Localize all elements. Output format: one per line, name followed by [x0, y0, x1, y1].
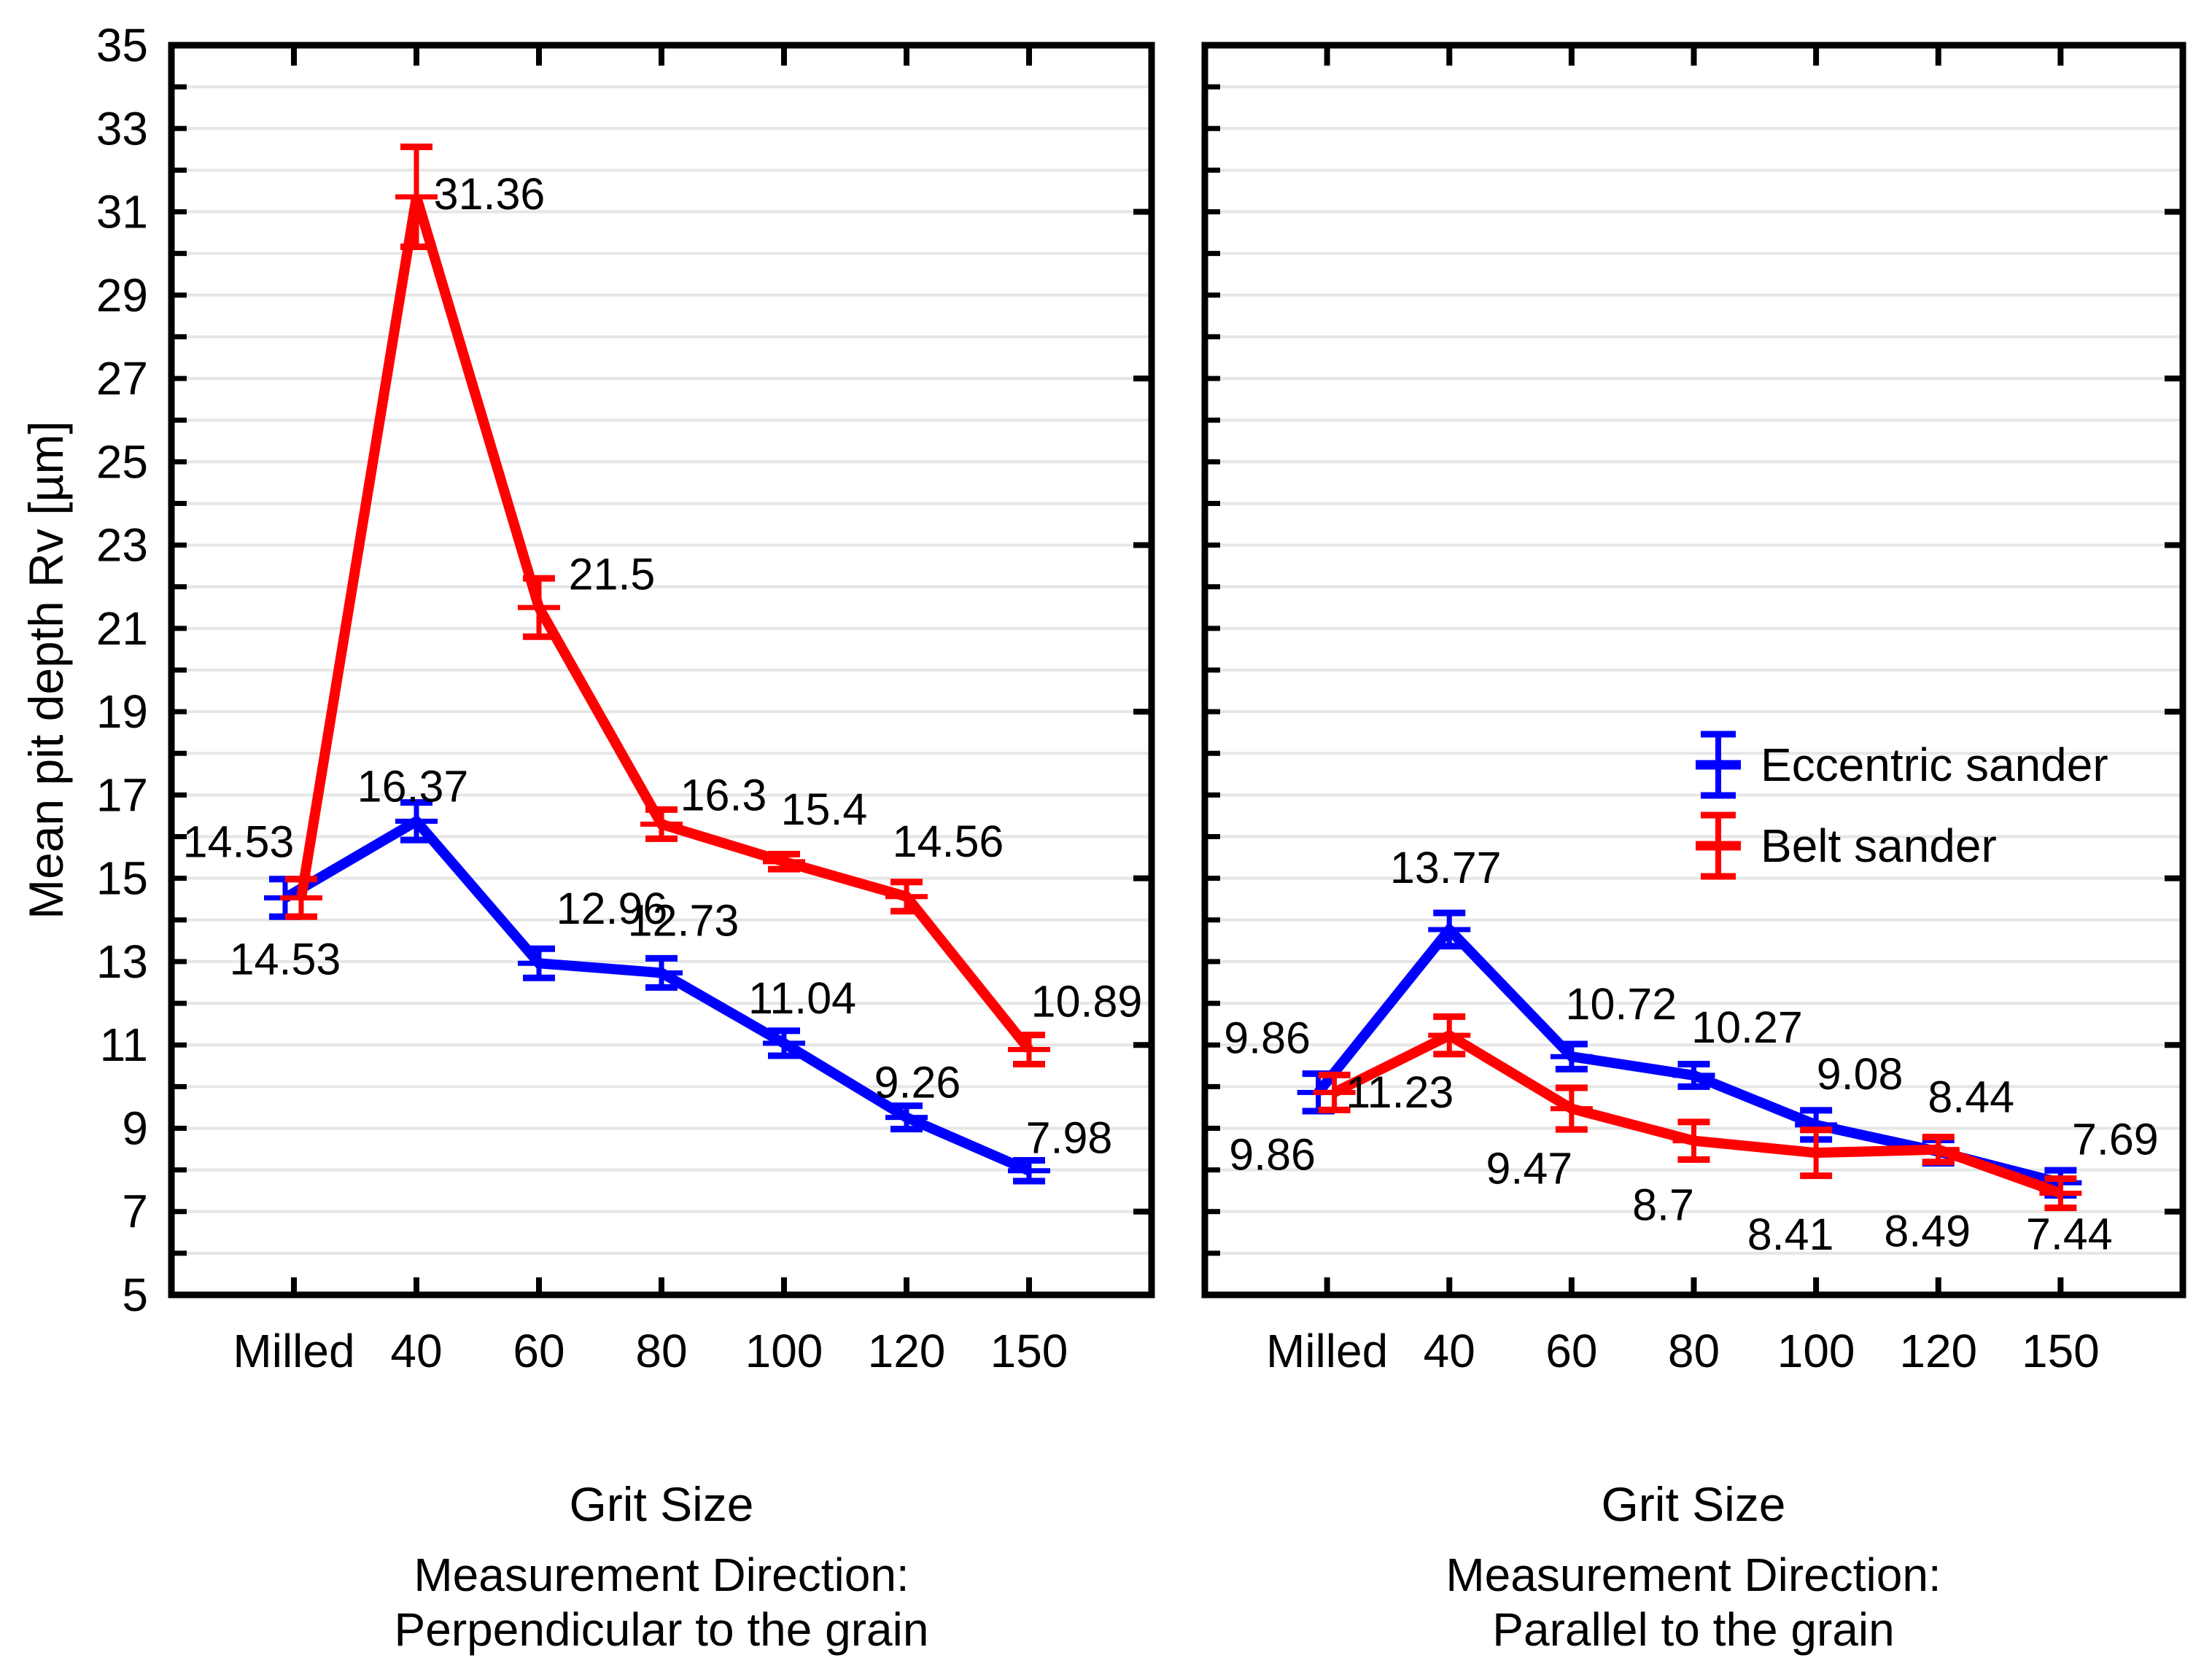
- panel-frame: [168, 42, 1155, 1299]
- panel-caption-right-line2: Parallel to the grain: [1492, 1603, 1894, 1656]
- x-axis-title-left: Grit Size: [569, 1477, 753, 1531]
- data-point-label: 16.37: [357, 761, 469, 811]
- x-axis-title-right: Grit Size: [1601, 1477, 1785, 1531]
- y-tick-label: 33: [96, 102, 148, 155]
- data-point-label: 9.86: [1229, 1129, 1316, 1179]
- x-tick-label: 40: [390, 1325, 442, 1377]
- x-tick-label: Milled: [1266, 1325, 1388, 1377]
- data-point-label: 14.56: [893, 817, 1004, 866]
- legend-symbol-eccentric: [1696, 731, 1741, 799]
- data-point-label: 8.41: [1747, 1210, 1834, 1259]
- y-tick-label: 9: [122, 1102, 148, 1154]
- x-tick-label: 60: [513, 1325, 564, 1377]
- legend-label-belt: Belt sander: [1761, 820, 1997, 872]
- y-tick-label: 21: [96, 602, 148, 655]
- y-tick-label: 23: [96, 519, 148, 572]
- y-tick-label: 15: [96, 852, 148, 905]
- data-point-label: 11.04: [748, 973, 856, 1023]
- data-point-label: 7.44: [2026, 1210, 2113, 1259]
- data-point-label: 9.86: [1224, 1013, 1311, 1062]
- data-point-label: 8.7: [1632, 1180, 1694, 1230]
- data-point-label: 8.49: [1884, 1207, 1971, 1256]
- y-tick-label: 35: [96, 19, 148, 71]
- data-point-label: 14.53: [230, 935, 341, 984]
- series-belt-sander: [280, 143, 1050, 1067]
- y-tick-label: 27: [96, 352, 148, 405]
- y-tick-label: 13: [96, 935, 148, 988]
- data-point-label: 11.23: [1346, 1067, 1454, 1117]
- legend-symbol-belt: [1696, 811, 1741, 880]
- y-tick-label: 31: [96, 186, 148, 238]
- data-point-label: 10.27: [1691, 1003, 1803, 1052]
- data-point-label: 9.47: [1486, 1144, 1573, 1194]
- legend-layer: [1696, 731, 1741, 880]
- y-tick-label: 11: [100, 1019, 148, 1071]
- data-point-label: 7.98: [1026, 1113, 1113, 1163]
- x-tick-label: 80: [1668, 1325, 1720, 1377]
- data-labels-layer: 35 33 31 29 27 25 23 21 19 17 15 13 11 9 7 5 Milled 40 60 8…: [96, 19, 2159, 1377]
- x-tick-label: 100: [745, 1325, 823, 1377]
- y-tick-label: 17: [96, 768, 148, 821]
- panel-caption-right-line1: Measurement Direction:: [1445, 1549, 1941, 1601]
- x-tick-label: 150: [990, 1325, 1068, 1377]
- panel-frame: [1201, 42, 2186, 1299]
- panel-caption-left-line1: Measurement Direction:: [414, 1549, 909, 1601]
- data-point-label: 14.53: [183, 817, 295, 867]
- data-point-label: 9.26: [874, 1058, 961, 1107]
- panel-caption-left-line2: Perpendicular to the grain: [395, 1603, 929, 1656]
- series-layer: [264, 143, 2082, 1212]
- data-point-label: 7.69: [2072, 1114, 2159, 1164]
- data-point-label: 9.08: [1817, 1049, 1904, 1099]
- data-point-label: 10.89: [1031, 976, 1143, 1026]
- x-tick-label: Milled: [233, 1325, 354, 1377]
- x-tick-label: 120: [1899, 1325, 1977, 1377]
- y-tick-label: 29: [96, 269, 148, 322]
- x-tick-label: 100: [1777, 1325, 1855, 1377]
- y-tick-label: 7: [122, 1186, 148, 1238]
- x-tick-label: 60: [1545, 1325, 1597, 1377]
- data-point-label: 21.5: [569, 549, 656, 599]
- x-tick-label: 40: [1424, 1325, 1475, 1377]
- data-point-label: 10.72: [1566, 979, 1677, 1029]
- data-point-label: 15.4: [781, 785, 868, 834]
- data-point-label: 13.77: [1390, 843, 1502, 892]
- y-axis-title: Mean pit depth Rv [µm]: [19, 421, 73, 919]
- data-point-label: 8.44: [1928, 1072, 2014, 1121]
- y-tick-label: 19: [96, 685, 148, 738]
- legend-label-eccentric: Eccentric sander: [1761, 739, 2108, 791]
- data-point-label: 16.3: [680, 770, 767, 820]
- x-tick-label: 150: [2022, 1325, 2100, 1377]
- data-point-label: 12.73: [628, 895, 740, 945]
- series-belt-sander: [1313, 1013, 2082, 1212]
- y-tick-label: 25: [96, 435, 148, 488]
- x-tick-label: 120: [868, 1325, 946, 1377]
- y-tick-label: 5: [122, 1269, 148, 1321]
- data-point-label: 31.36: [434, 169, 546, 219]
- gridlines-layer: [171, 85, 2183, 1255]
- x-tick-label: 80: [635, 1325, 687, 1377]
- axes-frames-layer: [168, 42, 2186, 1299]
- data-point-label: 12.96: [556, 884, 668, 933]
